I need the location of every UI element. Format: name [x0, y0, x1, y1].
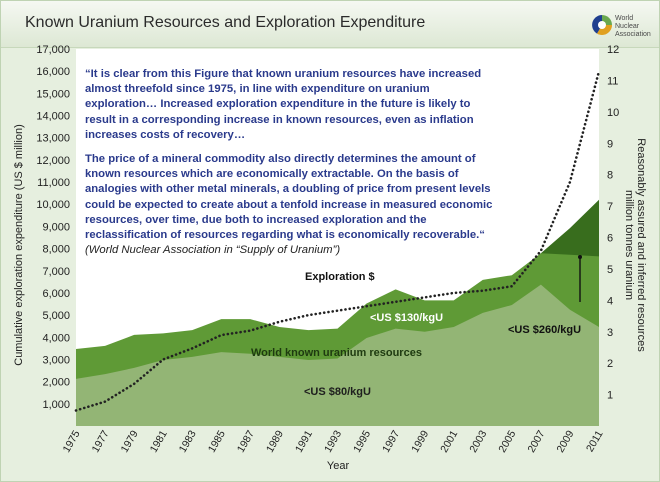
quote-source: (World Nuclear Association in “Supply of… [85, 244, 341, 257]
y-right-tick-label: 8 [607, 170, 613, 182]
annotation-exploration: Exploration $ [305, 271, 375, 283]
y-axis-left-label: Cumulative exploration expenditure (US $… [13, 124, 25, 366]
x-tick-label: 1989 [264, 428, 286, 454]
chart-title: Known Uranium Resources and Exploration … [25, 14, 426, 31]
y-right-tick-label: 10 [607, 107, 619, 119]
y-left-tick-label: 11,000 [37, 177, 70, 189]
annotation-80: <US $80/kgU [304, 386, 371, 398]
x-tick-label: 2007 [525, 428, 547, 454]
y-left-tick-label: 3,000 [42, 354, 70, 366]
quote-paragraph-1: “It is clear from this Figure that known… [85, 68, 482, 141]
x-tick-label: 1993 [322, 428, 344, 454]
x-tick-label: 1995 [351, 428, 373, 454]
x-tick-label: 1977 [90, 428, 112, 454]
y-right-tick-label: 6 [607, 233, 613, 245]
y-right-tick-label: 7 [607, 201, 613, 213]
x-axis-label: Year [327, 460, 350, 472]
quote-paragraph-2-text: The price of a mineral commodity also di… [85, 153, 493, 242]
y-right-tick-label: 4 [607, 295, 613, 307]
x-tick-label: 1983 [177, 428, 199, 454]
annotation-260: <US $260/kgU [508, 324, 581, 336]
x-tick-label: 2005 [496, 428, 518, 454]
y-left-tick-label: 8,000 [42, 244, 70, 256]
y-left-tick-label: 7,000 [42, 266, 70, 278]
x-tick-label: 2003 [467, 428, 489, 454]
annotation-130: <US $130/kgU [370, 312, 443, 324]
quote-paragraph-2: The price of a mineral commodity also di… [85, 152, 497, 258]
y-right-tick-label: 5 [607, 264, 613, 276]
quote-box: “It is clear from this Figure that known… [85, 67, 497, 267]
x-tick-label: 1997 [380, 428, 402, 454]
area-below-80 [76, 284, 599, 426]
y-left-tick-label: 6,000 [42, 288, 70, 300]
annotation-world-resources: World known uranium resources [251, 347, 422, 359]
logo-wordmark: World Nuclear Association [615, 15, 659, 39]
y-left-tick-label: 16,000 [36, 66, 70, 78]
title-banner: Known Uranium Resources and Exploration … [1, 1, 659, 48]
y-left-tick-label: 2,000 [42, 377, 70, 389]
y-axis-right-label-line1: Reasonably assured and inferred resource… [635, 138, 647, 352]
x-tick-label: 2001 [438, 428, 460, 454]
x-tick-label: 1975 [61, 428, 83, 454]
logo-word-2: Nuclear [615, 23, 640, 30]
x-tick-label: 1987 [235, 428, 257, 454]
y-right-tick-label: 3 [607, 327, 613, 339]
y-left-tick-label: 13,000 [36, 133, 70, 145]
logo-word-3: Association [615, 31, 651, 38]
y-left-tick-label: 15,000 [36, 88, 70, 100]
y-left-tick-label: 4,000 [42, 332, 70, 344]
y-right-tick-label: 12 [607, 44, 619, 56]
y-right-tick-label: 11 [607, 75, 618, 87]
y-left-tick-label: 5,000 [42, 310, 70, 322]
x-tick-label: 1999 [409, 428, 431, 454]
y-right-tick-label: 2 [607, 358, 613, 370]
y-left-tick-label: 17,000 [36, 44, 70, 56]
x-tick-label: 1981 [148, 428, 170, 454]
world-nuclear-association-logo-icon [592, 15, 612, 35]
exploration-dotted-line [74, 69, 601, 412]
annotation-leader-dot [578, 255, 582, 259]
y-axis-right-label-line2: million tonnes uranium [623, 190, 635, 300]
y-left-tick-label: 14,000 [36, 111, 70, 123]
x-tick-label: 1991 [293, 428, 315, 454]
logo-word-1: World [615, 15, 634, 22]
x-tick-label: 2011 [584, 428, 606, 454]
x-tick-label: 1979 [119, 428, 141, 454]
y-left-tick-label: 10,000 [36, 199, 70, 211]
y-left-tick-label: 9,000 [42, 221, 70, 233]
y-left-tick-label: 12,000 [36, 155, 70, 167]
x-tick-label: 1985 [206, 428, 228, 454]
x-tick-label: 2009 [554, 428, 576, 454]
y-right-tick-label: 1 [607, 390, 613, 402]
y-right-tick-label: 9 [607, 138, 613, 150]
y-left-tick-label: 1,000 [42, 399, 70, 411]
